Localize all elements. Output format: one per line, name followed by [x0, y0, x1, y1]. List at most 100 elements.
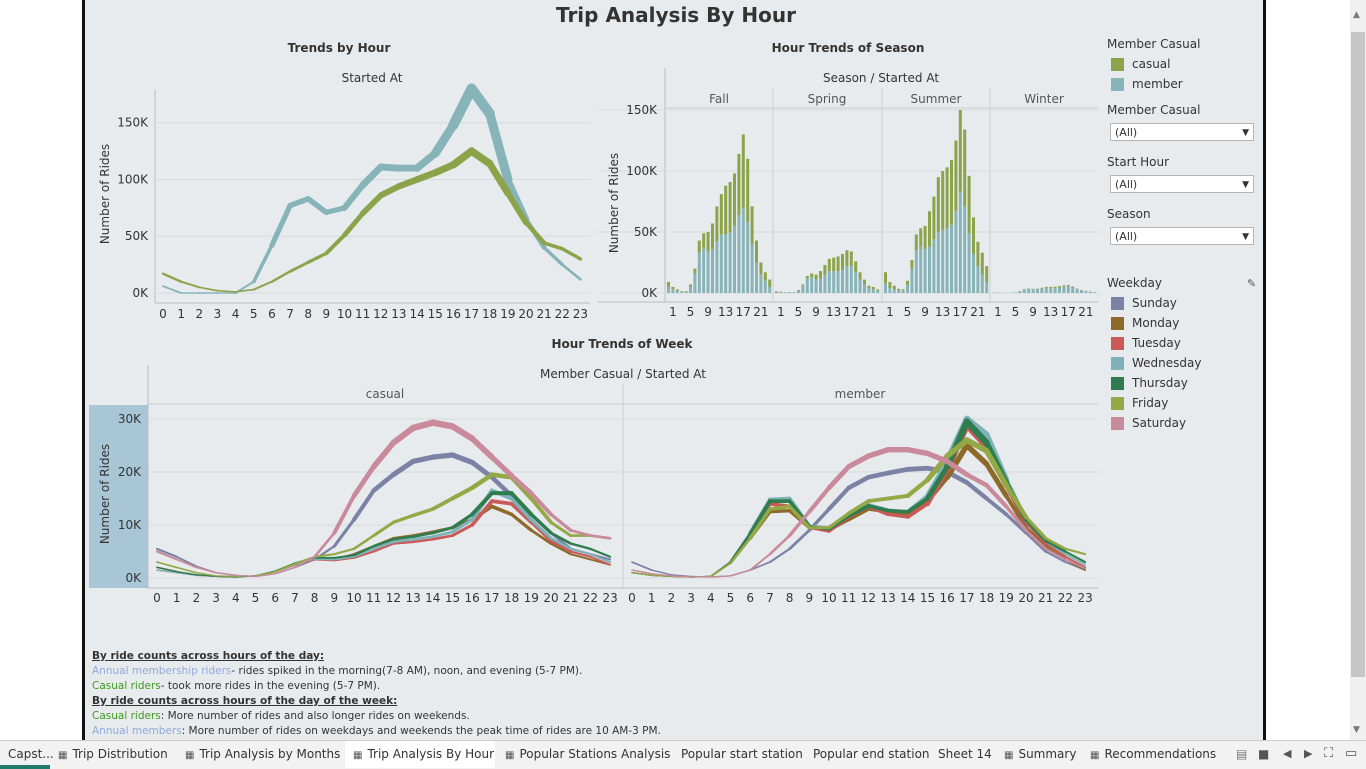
c2-xtick-label: 1	[669, 305, 677, 319]
c2-bar-member	[768, 287, 771, 293]
c3-xtick-label: 10	[821, 591, 836, 605]
tab-scroll-indicator	[0, 765, 50, 769]
c2-bar-member	[959, 192, 962, 293]
dashboard-icon: ▦	[353, 750, 362, 761]
c3-xtick-label: 16	[940, 591, 955, 605]
c2-bar-member	[680, 292, 683, 293]
c2-bar-member	[801, 286, 804, 293]
legend-monday[interactable]: Monday	[1111, 313, 1179, 333]
c1-xtick-label: 0	[159, 307, 167, 321]
c2-bar-casual	[859, 272, 862, 279]
notes-member-label-2: Annual members	[92, 725, 182, 737]
c1-casual-segment	[181, 282, 199, 288]
filter-start-hour-select[interactable]: (All)▼	[1110, 175, 1254, 193]
tab-popular-end-station[interactable]: Popular end station	[805, 741, 928, 768]
legend-label: Sunday	[1132, 296, 1177, 310]
tab-capst-[interactable]: Capst...	[0, 741, 48, 768]
c3-panel-header: member	[835, 387, 886, 401]
c2-xtick-label: 13	[935, 305, 950, 319]
filmstrip-icon[interactable]: ▤	[1236, 747, 1247, 761]
c2-bar-casual	[888, 282, 891, 288]
c2-bar-casual	[963, 130, 966, 207]
c2-bar-member	[729, 232, 732, 293]
c2-bar-member	[671, 289, 674, 293]
tab-recommendations[interactable]: ▦Recommendations	[1082, 741, 1218, 768]
c2-bar-casual	[1040, 288, 1043, 289]
tabs-view-icon[interactable]: ■	[1258, 747, 1269, 761]
c2-xtick-label: 17	[736, 305, 751, 319]
legend-sunday[interactable]: Sunday	[1111, 293, 1177, 313]
tab-summary[interactable]: ▦Summary	[996, 741, 1080, 768]
scroll-up-icon[interactable]: ▲	[1353, 10, 1360, 20]
scrollbar-thumb[interactable]	[1351, 32, 1365, 677]
c1-xtick-label: 15	[428, 307, 443, 321]
c1-casual-segment	[199, 287, 217, 290]
c2-bar-casual	[823, 265, 826, 275]
c2-xtick-label: 21	[1078, 305, 1093, 319]
c2-bar-member	[1089, 292, 1092, 293]
chevron-down-icon: ▼	[1242, 228, 1249, 246]
legend-member[interactable]: member	[1111, 74, 1183, 94]
c3-casual-saturday-segment	[196, 567, 216, 572]
c2-bar-casual	[768, 280, 771, 287]
c3-casual-friday-segment	[453, 488, 473, 499]
c2-bar-member	[779, 292, 782, 293]
c2-bar-member	[981, 275, 984, 293]
scroll-down-icon[interactable]: ▼	[1353, 725, 1360, 735]
edit-pencil-icon[interactable]: ✎	[1247, 277, 1256, 290]
filter-season-select[interactable]: (All)▼	[1110, 227, 1254, 245]
c1-casual-segment	[272, 271, 290, 281]
tab-sheet-14[interactable]: Sheet 14	[930, 741, 994, 768]
c1-xtick-label: 9	[323, 307, 331, 321]
c2-bar-member	[1023, 289, 1026, 293]
c3-xtick-label: 0	[628, 591, 636, 605]
tab-trip-distribution[interactable]: ▦Trip Distribution	[50, 741, 175, 768]
next-sheet-icon[interactable]: ▶	[1304, 747, 1312, 760]
c3-member-thursday-segment	[888, 511, 908, 512]
legend-tuesday[interactable]: Tuesday	[1111, 333, 1181, 353]
c2-bar-casual	[854, 261, 857, 272]
presentation-icon[interactable]: ▭	[1345, 746, 1357, 761]
c3-xtick-label: 10	[346, 591, 361, 605]
c2-bar-member	[1027, 289, 1030, 293]
c1-member-segment	[290, 199, 308, 206]
legend-label: Tuesday	[1132, 336, 1181, 350]
c2-bar-member	[854, 272, 857, 293]
legend-friday[interactable]: Friday	[1111, 393, 1168, 413]
c3-xtick-label: 21	[563, 591, 578, 605]
c2-xtick-label: 13	[718, 305, 733, 319]
c3-xtick-label: 12	[861, 591, 876, 605]
c3-ytick-label: 10K	[118, 518, 142, 532]
c2-bar-member	[698, 253, 701, 293]
c1-casual-segment	[308, 253, 326, 262]
legend-thursday[interactable]: Thursday	[1111, 373, 1188, 393]
filter-member-casual-select[interactable]: (All)▼	[1110, 123, 1254, 141]
tab-popular-stations-analysis[interactable]: ▦Popular Stations Analysis	[497, 741, 671, 768]
legend-saturday[interactable]: Saturday	[1111, 413, 1186, 433]
c2-bar-member	[1093, 292, 1096, 293]
tab-trip-analysis-by-months[interactable]: ▦Trip Analysis by Months	[177, 741, 343, 768]
c3-xtick-label: 8	[786, 591, 794, 605]
c2-bar-casual	[976, 242, 979, 266]
c2-bar-member	[711, 249, 714, 293]
c3-member-saturday-segment	[849, 456, 869, 467]
c2-bar-member	[884, 283, 887, 293]
legend-wednesday[interactable]: Wednesday	[1111, 353, 1201, 373]
prev-sheet-icon[interactable]: ◀	[1283, 747, 1291, 760]
c2-xtick-label: 21	[753, 305, 768, 319]
filter-start-hour-label: Start Hour	[1107, 155, 1169, 169]
c2-bar-member	[742, 208, 745, 293]
c2-bar-casual	[897, 289, 900, 291]
tab-popular-start-station[interactable]: Popular start station	[673, 741, 803, 768]
tab-trip-analysis-by-hour[interactable]: ▦Trip Analysis By Hour	[345, 741, 495, 768]
c2-bar-member	[1067, 286, 1070, 293]
c2-bar-casual	[937, 177, 940, 232]
c2-bar-casual	[742, 134, 745, 207]
c2-bar-casual	[915, 234, 918, 250]
c2-bar-member	[764, 281, 767, 293]
c3-casual-friday-segment	[413, 509, 433, 515]
c2-bar-member	[906, 284, 909, 293]
c2-bar-casual	[698, 241, 701, 253]
legend-casual[interactable]: casual	[1111, 54, 1171, 74]
fullscreen-icon[interactable]: ⛶	[1324, 746, 1333, 761]
